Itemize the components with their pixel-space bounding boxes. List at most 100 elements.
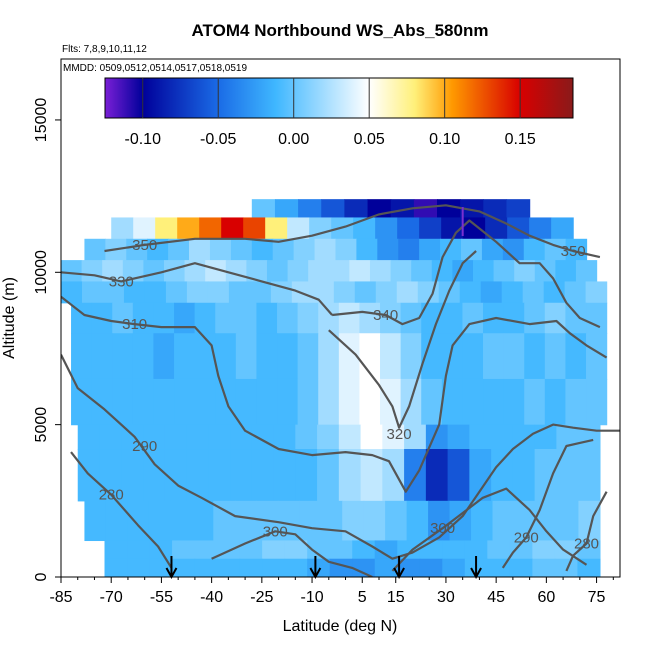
chart-subtitle-dates: MMDD: 0509,0512,0514,0517,0518,0519 [63,63,247,74]
x-tick-label: 45 [487,589,505,606]
heatmap-cell [165,281,188,304]
heatmap-cell [335,238,357,261]
heatmap-cell [251,449,275,502]
heatmap-cell [246,260,268,283]
heatmap-cell [143,260,165,283]
heatmap-cell [419,238,441,261]
heatmap-cell [318,333,340,380]
heatmap-cell [149,558,173,577]
heatmap-cell [104,558,128,577]
heatmap-cell [262,540,286,560]
heatmap-cell [277,378,299,426]
heatmap-cell [483,333,505,380]
heatmap-cell [575,260,598,283]
heatmap-cell [61,281,83,304]
x-tick-label: -55 [150,589,173,606]
heatmap-cell [105,500,128,542]
heatmap-cell [493,260,515,283]
heatmap-cell [170,500,193,542]
heatmap-cell [529,217,552,240]
heatmap-cell [565,333,587,380]
heatmap-cell [213,500,236,542]
heatmap-cell [207,281,230,304]
heatmap-cell [221,217,244,240]
heatmap-cell [374,540,398,560]
heatmap-cell [512,449,536,502]
heatmap-cell [297,378,319,426]
heatmap-cell [544,378,567,426]
x-tick-label: 75 [588,589,606,606]
heatmap-cell [359,378,381,426]
heatmap-cell [314,238,337,261]
heatmap-cell [555,260,577,283]
heatmap-cell [104,540,128,560]
heatmap-cell [485,217,508,240]
heatmap-cell [84,238,106,261]
heatmap-cell [277,302,299,334]
heatmap-cell [234,500,257,542]
heatmap-cell [503,333,525,380]
heatmap-cell [442,540,466,560]
heatmap-cell [194,333,216,380]
heatmap-cell [251,238,274,261]
heatmap-cell [349,260,371,283]
heatmap-cell [565,302,587,334]
heatmap-cell [441,217,464,240]
heatmap-cell [143,424,166,450]
heatmap-cell [425,449,449,502]
heatmap-cell [509,540,533,560]
chart-subtitle-flights: Flts: 7,8,9,10,11,12 [62,44,147,55]
heatmap-cell [277,333,299,380]
heatmap-cell [163,260,186,283]
heatmap-cell [230,238,253,261]
contour-label: 290 [132,438,157,455]
heatmap-cell [297,302,319,334]
heatmap-cell [534,449,557,502]
colorbar-ticks: -0.10 -0.05 0.00 0.05 0.10 0.15 [125,78,536,148]
heatmap-cell [354,281,377,304]
heatmap-cell [483,378,505,426]
heatmap-cell [318,378,340,426]
heatmap-cell [235,302,258,334]
x-tick-label: -70 [100,589,123,606]
heatmap-cell [112,333,134,380]
heatmap-cell [397,558,421,577]
y-tick-label: 5000 [33,407,50,443]
heatmap-cell [411,260,433,283]
heatmap-cell [460,199,484,219]
heatmap-cell [491,424,514,450]
heatmap-cell [524,302,546,334]
heatmap-cell [501,281,524,304]
heatmap-cell [554,558,578,577]
heatmap-layer [61,199,608,577]
heatmap-cell [564,281,587,304]
chart-title: ATOM4 Northbound WS_Abs_580nm [192,21,489,40]
x-tick-label: -25 [250,589,273,606]
contour-line-300 [211,530,373,577]
heatmap-cell [369,260,392,283]
heatmap-cell [148,500,171,542]
heatmap-cell [556,500,580,542]
heatmap-cell [121,449,144,502]
heatmap-cell [421,333,443,380]
heatmap-cell [99,424,122,450]
heatmap-cell [266,260,289,283]
x-axis: -85 -70 -55 -40 -25 -10 5 15 30 45 60 75 [49,577,614,606]
heatmap-cell [375,217,398,240]
heatmap-cell [249,281,272,304]
heatmap-cell [262,558,286,577]
contour-line-290 [61,354,620,560]
contour-label: 300 [263,523,288,540]
heatmap-cell [194,540,218,560]
contour-line-280 [565,491,608,572]
contour-label: 320 [387,426,412,443]
heatmap-cell [153,378,175,426]
heatmap-cell [390,260,412,283]
heatmap-cell [398,238,420,261]
heatmap-cell [374,558,398,577]
heatmap-cell [127,558,151,577]
heatmap-cell [186,449,209,502]
heatmap-cell [123,281,146,304]
contour-label: 350 [561,243,586,260]
